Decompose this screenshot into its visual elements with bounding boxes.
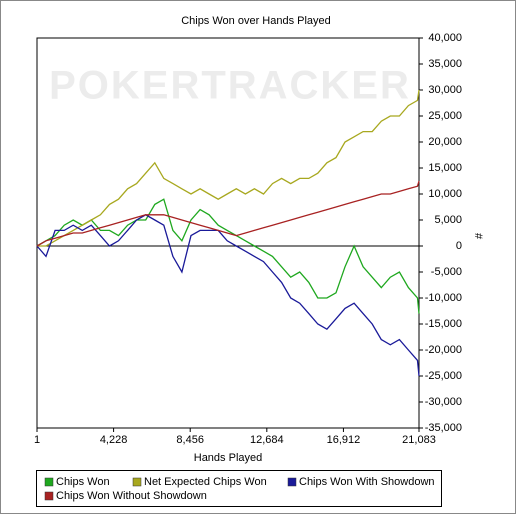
y-tick-label: 35,000	[428, 58, 462, 70]
series-line	[36, 214, 420, 377]
x-tick-label: 12,684	[250, 434, 284, 446]
legend-label: Chips Won	[56, 476, 110, 488]
y-tick-label: -30,000	[425, 396, 462, 408]
y-tick-label: 10,000	[428, 188, 462, 200]
watermark: POKERTRACKER	[49, 64, 411, 108]
legend-label: Chips Won With Showdown	[299, 476, 435, 488]
x-tick-label: 8,456	[176, 434, 204, 446]
x-axis-label: Hands Played	[194, 452, 263, 464]
y-tick-label: 20,000	[428, 136, 462, 148]
legend-swatch	[287, 477, 297, 487]
y-tick-label: -35,000	[425, 422, 462, 434]
y-tick-label: 5,000	[434, 214, 462, 226]
legend-swatch	[44, 491, 54, 501]
legend-swatch	[132, 477, 142, 487]
series-line	[36, 198, 420, 314]
legend	[36, 470, 442, 507]
x-tick-label: 4,228	[100, 434, 128, 446]
y-tick-label: -10,000	[425, 292, 462, 304]
y-tick-label: 0	[456, 240, 462, 252]
y-tick-label: 30,000	[428, 84, 462, 96]
x-tick-label: 16,912	[327, 434, 361, 446]
y-tick-label: -15,000	[425, 318, 462, 330]
chart-title: Chips Won over Hands Played	[181, 15, 331, 27]
legend-label: Net Expected Chips Won	[144, 476, 267, 488]
legend-swatch	[44, 477, 54, 487]
plot-area	[36, 37, 420, 429]
x-tick-label: 1	[34, 434, 40, 446]
y-tick-label: -5,000	[431, 266, 462, 278]
legend-label: Chips Won Without Showdown	[56, 490, 207, 502]
y-tick-label: -25,000	[425, 370, 462, 382]
y-tick-label: -20,000	[425, 344, 462, 356]
series-line	[37, 89, 420, 247]
y-tick-label: 25,000	[428, 110, 462, 122]
y-tick-label: 40,000	[428, 32, 462, 44]
y-tick-label: 15,000	[428, 162, 462, 174]
x-tick-label: 21,083	[402, 434, 436, 446]
y-axis-label: #	[472, 233, 484, 240]
series-line	[36, 180, 420, 247]
